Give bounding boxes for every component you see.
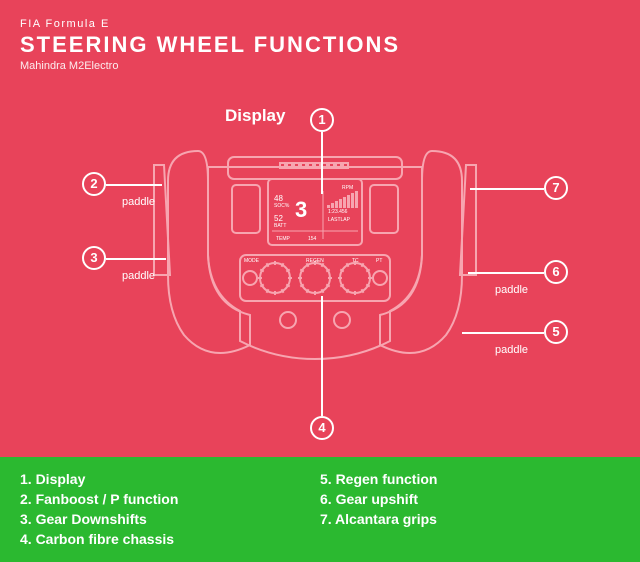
callout-line-4 bbox=[321, 296, 323, 416]
callout-badge-7: 7 bbox=[544, 176, 568, 200]
header: FIA Formula E STEERING WHEEL FUNCTIONS M… bbox=[20, 18, 400, 72]
legend-item: 6. Gear upshift bbox=[320, 491, 620, 507]
callout-line-7 bbox=[470, 188, 544, 190]
legend: 1. Display 2. Fanboost / P function 3. Gea… bbox=[0, 457, 640, 562]
disp-time: 1:23.456 bbox=[328, 209, 348, 215]
callout-badge-6: 6 bbox=[544, 260, 568, 284]
legend-item: 1. Display bbox=[20, 471, 320, 487]
disp-bottom-val: 154 bbox=[308, 236, 317, 242]
callout-line-5 bbox=[462, 332, 544, 334]
header-model: Mahindra M2Electro bbox=[20, 60, 400, 72]
callout-line-2 bbox=[106, 184, 162, 186]
callout-label-3: paddle bbox=[122, 270, 155, 282]
legend-item: 2. Fanboost / P function bbox=[20, 491, 320, 507]
callout-badge-5: 5 bbox=[544, 320, 568, 344]
knob-label-regen: REGEN bbox=[306, 258, 324, 264]
disp-left-bot-val: 52 bbox=[274, 214, 283, 223]
legend-col-left: 1. Display 2. Fanboost / P function 3. Gea… bbox=[20, 471, 320, 548]
disp-bottom-lbl: TEMP bbox=[276, 236, 291, 242]
legend-item: 4. Carbon fibre chassis bbox=[20, 531, 320, 547]
header-title: STEERING WHEEL FUNCTIONS bbox=[20, 32, 400, 58]
callout-label-5: paddle bbox=[495, 344, 528, 356]
steering-wheel-illustration: MODE REGEN TC PT 48 SOC% 52 BATT 3 RPM 1… bbox=[140, 145, 490, 375]
header-subtitle: FIA Formula E bbox=[20, 18, 400, 30]
legend-item: 3. Gear Downshifts bbox=[20, 511, 320, 527]
legend-item: 7. Alcantara grips bbox=[320, 511, 620, 527]
disp-left-top-val: 48 bbox=[274, 194, 283, 203]
callout-badge-4: 4 bbox=[310, 416, 334, 440]
callout-label-6: paddle bbox=[495, 284, 528, 296]
callout-label-2: paddle bbox=[122, 196, 155, 208]
callout-line-3 bbox=[106, 258, 166, 260]
callout-line-1 bbox=[321, 132, 323, 194]
disp-rpm-lbl: RPM bbox=[342, 185, 353, 191]
disp-left-top-lbl: SOC% bbox=[274, 203, 290, 209]
display-screen: 48 SOC% 52 BATT 3 RPM 1:23.456 LASTLAP T… bbox=[272, 185, 358, 242]
callout-badge-3: 3 bbox=[82, 246, 106, 270]
callout-badge-2: 2 bbox=[82, 172, 106, 196]
knob-label-tc: TC bbox=[352, 258, 359, 264]
knob-label-pit: PT bbox=[376, 258, 382, 264]
display-label: Display bbox=[225, 106, 285, 126]
disp-left-bot-lbl: BATT bbox=[274, 223, 286, 229]
callout-badge-1: 1 bbox=[310, 108, 334, 132]
disp-lastlap-lbl: LASTLAP bbox=[328, 217, 351, 223]
disp-gear: 3 bbox=[295, 197, 307, 222]
steering-wheel-svg: MODE REGEN TC PT 48 SOC% 52 BATT 3 RPM 1… bbox=[140, 145, 490, 375]
legend-item: 5. Regen function bbox=[320, 471, 620, 487]
callout-line-6 bbox=[468, 272, 544, 274]
legend-col-right: 5. Regen function 6. Gear upshift 7. Alcan… bbox=[320, 471, 620, 548]
knob-label-mode: MODE bbox=[244, 258, 260, 264]
